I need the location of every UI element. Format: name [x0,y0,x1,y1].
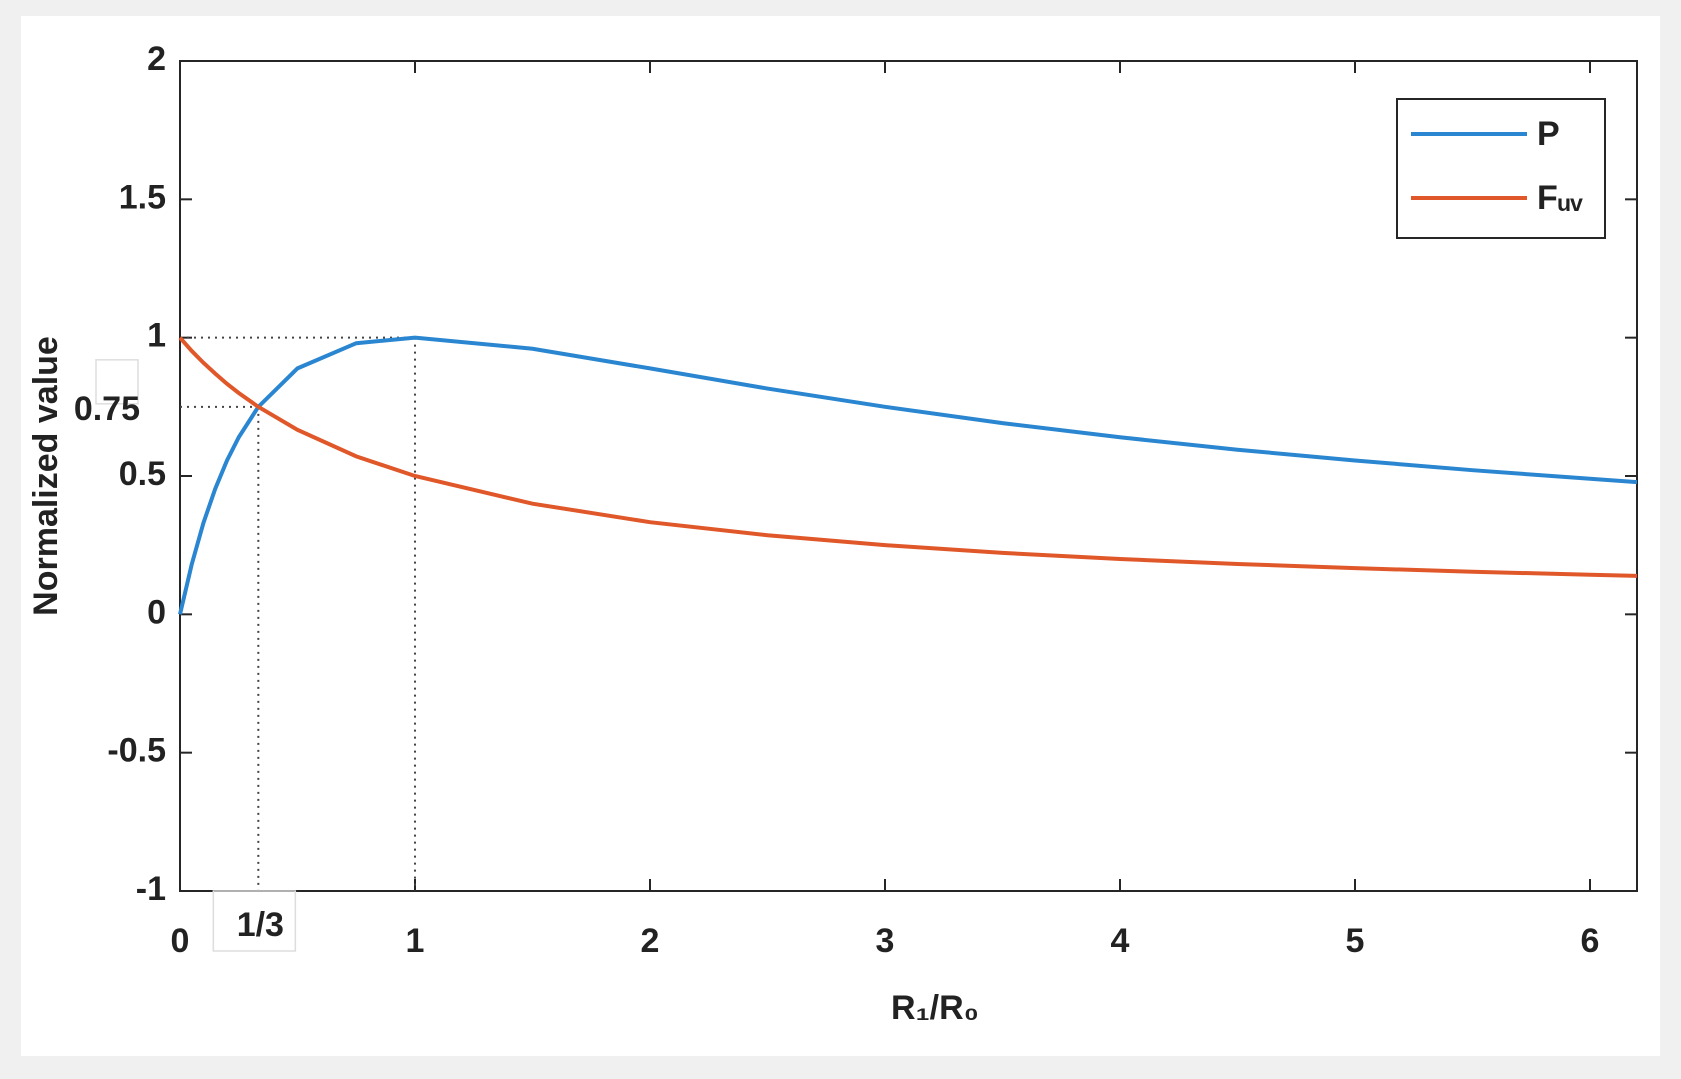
line-series [178,335,1638,615]
legend-label: Fᵤᵥ [1537,179,1583,217]
x-tick-label: 1 [406,922,425,960]
x-tick-label: 3 [876,922,895,960]
x-tick-label: 0 [171,922,190,960]
x-tick-label: 5 [1346,922,1365,960]
x-tick-label: 2 [641,922,660,960]
y-tick-label: -1 [136,870,166,908]
annotation-box [212,890,297,952]
x-axis-label: R₁/R₀ [891,989,979,1027]
annotation-x-label: 1/3 [237,906,284,944]
y-tick-label: 1.5 [119,178,166,216]
y-tick-label: -0.5 [107,732,166,770]
y-tick-label: 1 [147,317,166,355]
annotation-box [95,359,139,405]
figure-background [21,16,1660,1056]
y-tick-label: 0.5 [119,455,166,493]
y-tick-label: 2 [147,40,166,78]
y-tick-label: 0 [147,593,166,631]
x-tick-label: 4 [1111,922,1130,960]
annotation-y-label: 0.75 [74,390,140,428]
line-series [178,336,1638,578]
legend-box [1396,98,1606,239]
y-axis-label: Normalized value [27,336,65,616]
x-tick-label: 6 [1581,922,1600,960]
legend-label: P [1537,115,1560,153]
